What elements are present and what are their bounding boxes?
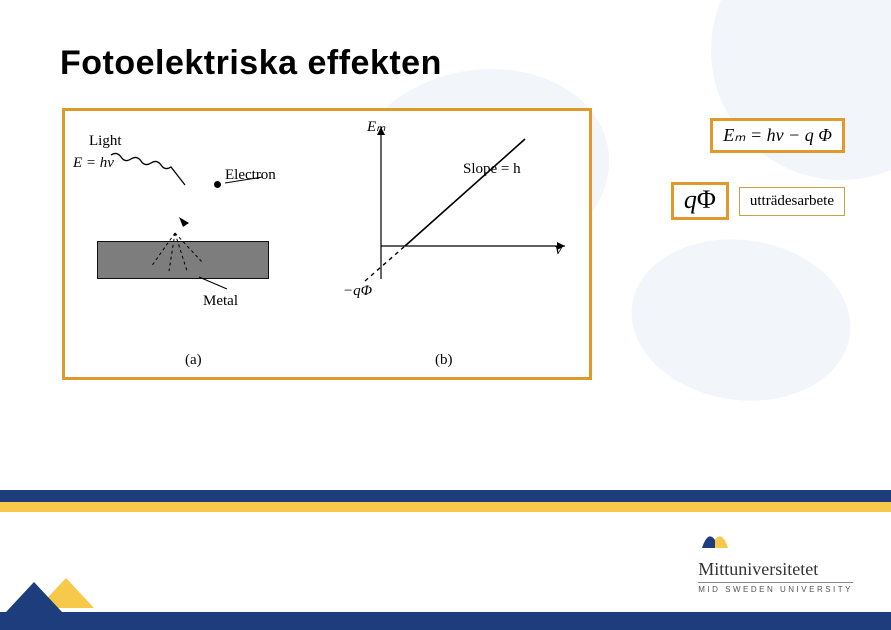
logo-name: Mittuniversitetet <box>698 559 818 579</box>
page-title: Fotoelektriska effekten <box>60 44 442 83</box>
footer-stripe-blue-top <box>0 490 891 502</box>
qphi-symbol-box: qΦ <box>671 182 729 220</box>
footer-band: Mittuniversitetet MID SWEDEN UNIVERSITY <box>0 490 891 630</box>
logo-mark-icon <box>698 526 732 554</box>
decorative-shape <box>621 225 861 414</box>
footer-triangle-blue <box>6 582 62 612</box>
main-figure-box: Light E = hν Electron Metal (a) Eₘ Slope… <box>62 108 592 380</box>
work-function-label: utträdesarbete <box>739 187 845 216</box>
footer-stripe-blue-bottom <box>0 612 891 630</box>
work-function-row: qΦ utträdesarbete <box>671 182 845 220</box>
symbol-q: q <box>684 185 697 214</box>
logo-subtitle: MID SWEDEN UNIVERSITY <box>698 582 853 594</box>
university-logo: Mittuniversitetet MID SWEDEN UNIVERSITY <box>698 526 853 594</box>
symbol-phi: Φ <box>697 185 716 214</box>
slide: Fotoelektriska effekten Light E = hν Ele… <box>0 0 891 630</box>
figure-svg <box>65 111 595 383</box>
decorative-shape <box>711 0 891 180</box>
footer-stripe-yellow <box>0 502 891 512</box>
equation-box: Eₘ = hν − q Φ <box>710 118 845 153</box>
